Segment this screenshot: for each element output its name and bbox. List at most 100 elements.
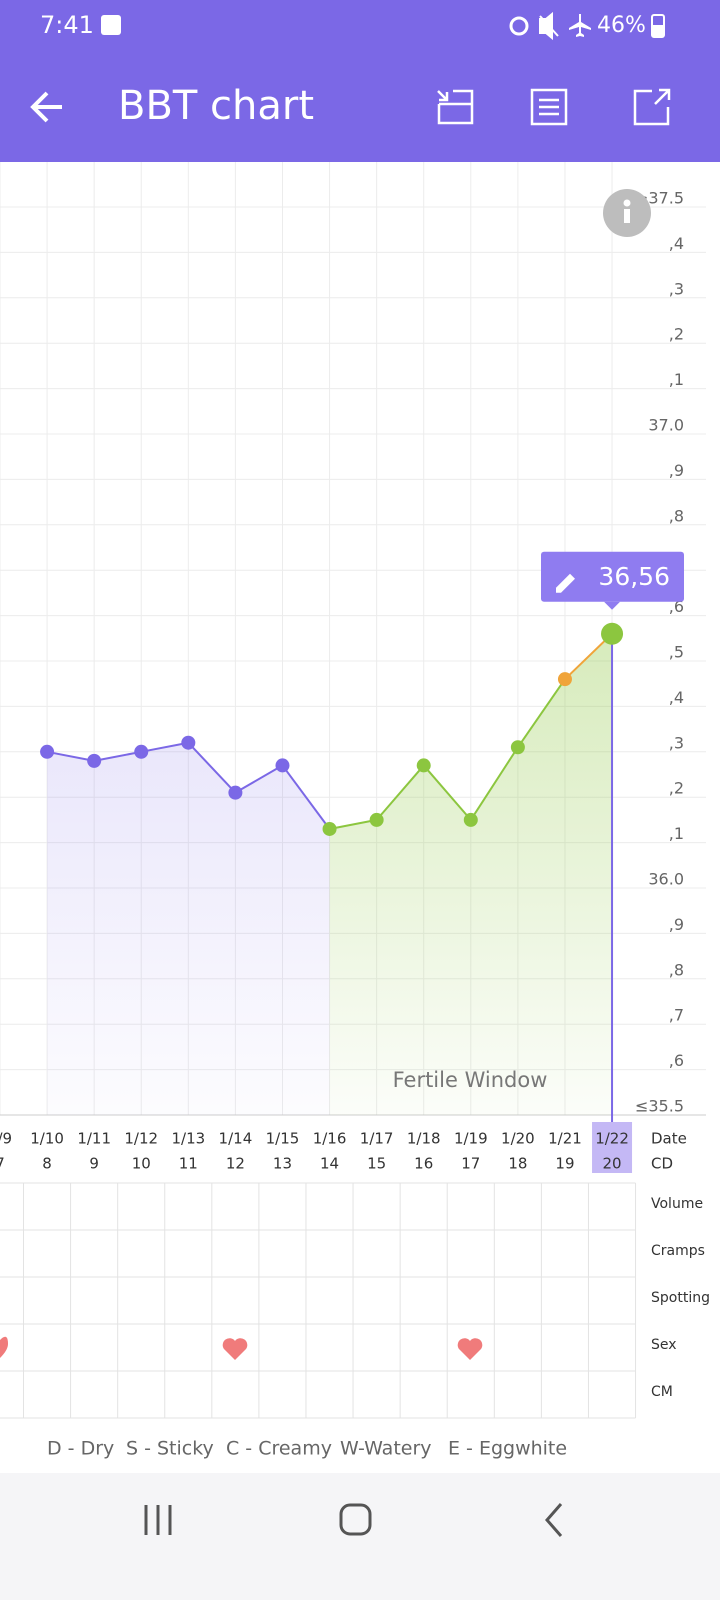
cycle-day-label: 10 xyxy=(132,1155,151,1173)
cm-legend-item: S - Sticky xyxy=(126,1438,214,1460)
line-segment xyxy=(469,746,519,821)
data-point xyxy=(181,735,196,750)
y-tick-label: ,3 xyxy=(669,733,684,752)
y-tick-label: ,5 xyxy=(669,643,684,662)
heart-icon xyxy=(0,1336,8,1358)
selected-date-bg xyxy=(592,1122,633,1173)
symptom-row-label: Sex xyxy=(651,1337,677,1353)
edit-icon xyxy=(556,573,575,593)
y-tick-label: ,1 xyxy=(669,370,684,389)
date-label: 1/17 xyxy=(360,1130,394,1148)
symptom-table: Volume Cramps Spotting Sex CM xyxy=(0,1182,710,1419)
list-button[interactable] xyxy=(530,88,568,126)
date-label: 1/10 xyxy=(30,1130,64,1148)
data-point xyxy=(228,785,243,800)
y-tick-label: ,4 xyxy=(669,688,684,707)
y-tick-label: ,6 xyxy=(669,1051,684,1070)
area-fill xyxy=(329,633,613,1115)
info-glyph xyxy=(624,209,630,223)
data-point xyxy=(134,744,149,759)
cycle-day-label: 17 xyxy=(461,1155,480,1173)
heart-icon xyxy=(457,1338,483,1360)
annotation: Fertile Window xyxy=(393,1068,548,1092)
app-title: BBT chart xyxy=(118,83,314,129)
cycle-day-label: 19 xyxy=(555,1155,574,1173)
data-point xyxy=(275,758,290,773)
alarm-icon xyxy=(509,16,529,36)
y-tick-label: ,2 xyxy=(669,325,684,344)
date-label: 1/16 xyxy=(313,1130,347,1148)
data-point xyxy=(510,740,525,755)
y-tick-label: ,9 xyxy=(669,461,684,480)
cycle-day-label: 8 xyxy=(42,1155,52,1173)
y-tick-label: ,2 xyxy=(669,779,684,798)
cycle-day-label: 11 xyxy=(179,1155,198,1173)
cycle-day-label: 20 xyxy=(602,1155,621,1173)
date-label: 1/11 xyxy=(77,1130,111,1148)
symptom-row-label: Spotting xyxy=(651,1290,710,1306)
line-segment xyxy=(281,764,331,830)
cm-legend-item: E - Eggwhite xyxy=(448,1438,567,1460)
cycle-day-label: 16 xyxy=(414,1155,433,1173)
row-title: CD xyxy=(651,1155,673,1173)
date-label: 1/22 xyxy=(595,1130,629,1148)
line-segment xyxy=(141,741,189,753)
y-tick-label: ,7 xyxy=(669,1006,684,1025)
status-time: 7:41 xyxy=(40,11,94,39)
cycle-day-label: 7 xyxy=(0,1155,5,1173)
data-point xyxy=(369,812,384,827)
y-tick-label: ≤35.5 xyxy=(635,1097,684,1116)
y-tick-label: ,8 xyxy=(669,960,684,979)
symptom-row-label: Cramps xyxy=(651,1243,705,1259)
data-point xyxy=(40,744,55,759)
date-label: 1/20 xyxy=(501,1130,535,1148)
line-segment xyxy=(375,764,425,821)
line-segment xyxy=(517,678,566,748)
date-label: 1/9 xyxy=(0,1130,12,1148)
cycle-day-label: 9 xyxy=(89,1155,99,1173)
area-fill xyxy=(47,742,330,1115)
y-tick-label: ,3 xyxy=(669,279,684,298)
date-label: 1/18 xyxy=(407,1130,441,1148)
y-tick-label: 37.0 xyxy=(648,416,684,435)
line-segment xyxy=(46,750,95,762)
import-button[interactable] xyxy=(437,89,474,125)
info-dot xyxy=(623,199,631,207)
heart-icon xyxy=(222,1338,248,1360)
y-tick-label: ,1 xyxy=(669,824,684,843)
battery-percent: 46% xyxy=(597,13,646,38)
data-point xyxy=(416,758,431,773)
share-button[interactable] xyxy=(633,88,671,126)
tooltip-value: 36,56 xyxy=(598,562,670,591)
back-button[interactable] xyxy=(30,91,62,123)
data-point xyxy=(601,622,624,645)
recents-button[interactable] xyxy=(144,1505,172,1535)
nav-bar xyxy=(0,1473,720,1600)
date-label: 1/13 xyxy=(171,1130,205,1148)
airplane-icon xyxy=(569,14,591,37)
data-point xyxy=(463,812,478,827)
cm-legend-item: W-Watery xyxy=(340,1438,432,1460)
y-tick-label: ,6 xyxy=(669,597,684,616)
cm-legend-item: D - Dry xyxy=(47,1438,114,1460)
date-label: 1/12 xyxy=(124,1130,158,1148)
gallery-icon xyxy=(101,15,121,35)
y-tick-label: ,8 xyxy=(669,506,684,525)
value-tooltip xyxy=(541,551,684,602)
cycle-day-label: 14 xyxy=(320,1155,339,1173)
cycle-day-label: 13 xyxy=(273,1155,292,1173)
home-button[interactable] xyxy=(339,1503,372,1536)
cycle-day-label: 12 xyxy=(226,1155,245,1173)
date-label: 1/15 xyxy=(266,1130,300,1148)
nav-back-button[interactable] xyxy=(545,1503,563,1537)
symptom-row-label: Volume xyxy=(651,1196,703,1212)
data-point xyxy=(87,753,102,768)
data-point xyxy=(557,672,572,687)
cm-legend-item: C - Creamy xyxy=(226,1438,332,1460)
symptom-row-label: CM xyxy=(651,1384,673,1400)
chart: ≥37.5,4,3,2,137.0,9,8,7,6,5,4,3,2,136.0,… xyxy=(0,162,706,1173)
line-segment xyxy=(422,764,472,821)
line-segment xyxy=(187,742,237,794)
tooltip-pointer xyxy=(604,601,621,610)
